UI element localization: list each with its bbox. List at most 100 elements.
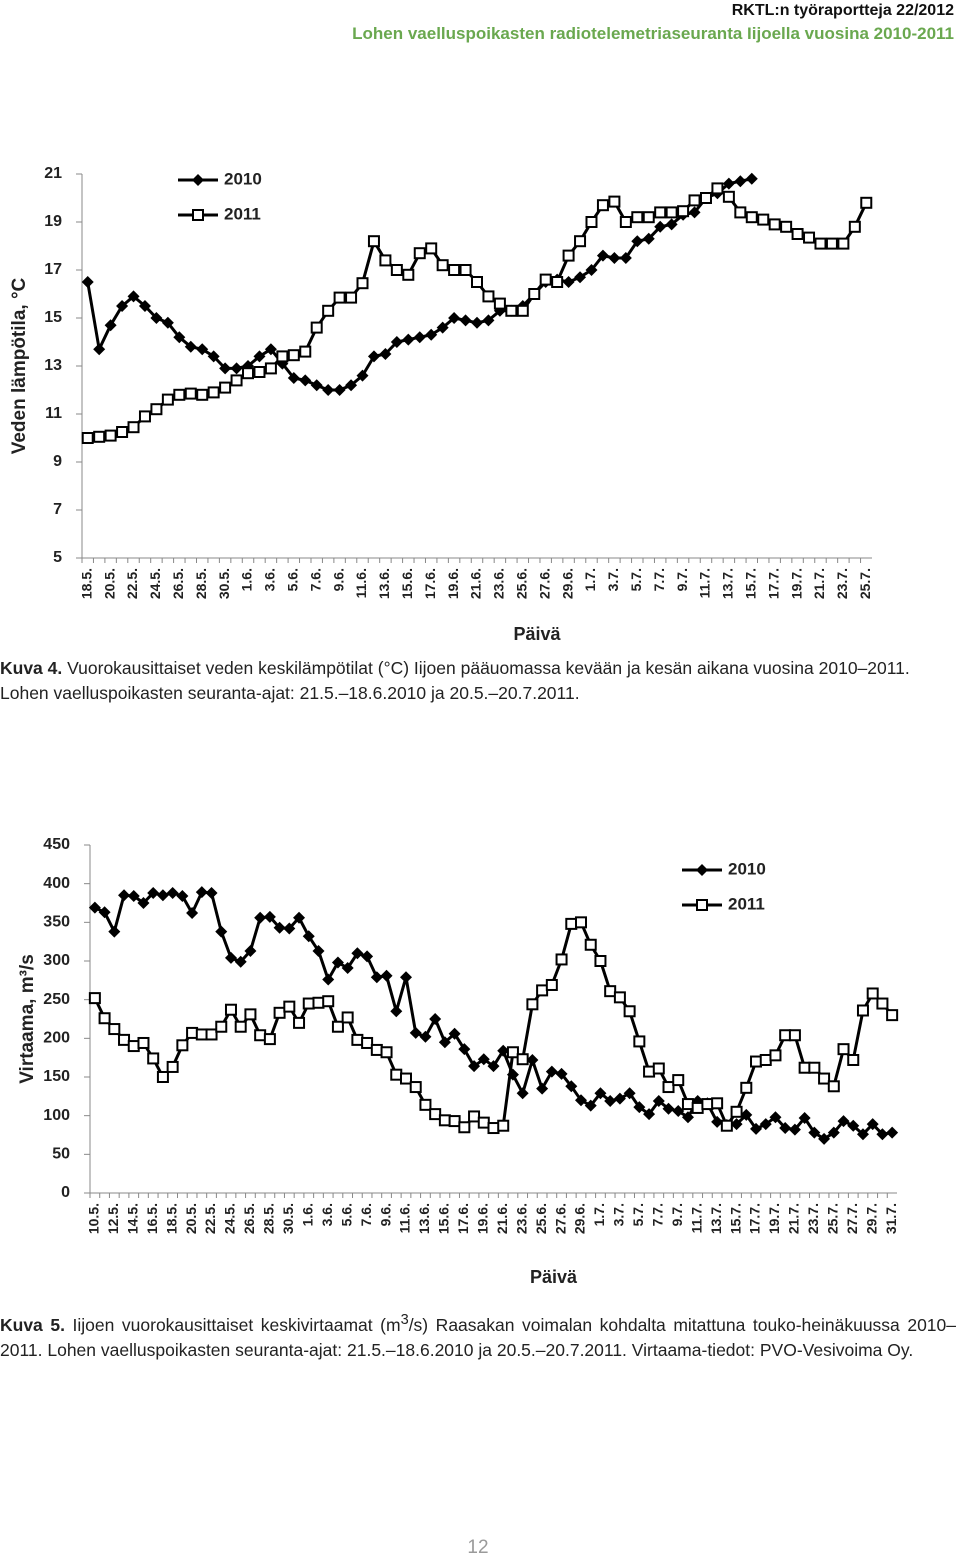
marker <box>585 264 598 276</box>
series-line <box>86 177 753 392</box>
marker <box>108 925 121 938</box>
x-tick-label: 11.6. <box>353 568 369 598</box>
x-tick-label: 30.5. <box>216 568 232 599</box>
marker <box>273 1006 286 1019</box>
marker <box>127 421 140 434</box>
marker <box>413 331 426 344</box>
marker <box>759 1118 772 1131</box>
marker <box>333 384 346 396</box>
y-tick-label: 300 <box>43 952 70 969</box>
marker <box>448 312 461 324</box>
marker <box>380 1046 393 1059</box>
marker <box>331 956 344 969</box>
marker <box>345 379 358 392</box>
page-number: 12 <box>467 1537 489 1558</box>
x-tick-label: 17.6. <box>422 568 438 599</box>
x-tick-label: 12.5. <box>105 1203 121 1234</box>
x-tick-label: 14.5. <box>124 1203 140 1234</box>
marker <box>458 1043 471 1056</box>
x-tick-label: 17.7. <box>747 1203 763 1234</box>
marker <box>526 1053 539 1066</box>
legend-label: 2011 <box>224 204 261 223</box>
marker <box>613 991 626 1004</box>
marker <box>596 199 609 212</box>
marker <box>224 1003 237 1016</box>
x-tick-label: 28.5. <box>193 568 209 599</box>
marker <box>399 1072 412 1085</box>
marker <box>493 297 506 310</box>
marker <box>585 216 598 228</box>
marker <box>477 1116 490 1129</box>
marker <box>333 291 346 304</box>
marker <box>555 1067 568 1080</box>
x-tick-label: 26.5. <box>241 1203 257 1234</box>
marker <box>798 1111 811 1124</box>
marker <box>750 1055 763 1068</box>
marker <box>150 312 163 324</box>
marker <box>734 175 747 188</box>
marker <box>186 1026 199 1039</box>
marker <box>379 348 392 360</box>
marker <box>253 350 266 363</box>
x-tick-label: 27.6. <box>536 568 552 599</box>
superscript: 3 <box>400 1312 409 1328</box>
caption-text: Iijoen vuorokausittaiset keskivirtaamat … <box>72 1314 401 1335</box>
marker <box>356 369 369 382</box>
caption-text: /s) Raasakan voimalan kohdalta mitattuna… <box>0 1314 956 1360</box>
marker <box>299 374 312 387</box>
marker <box>351 1033 364 1046</box>
marker <box>345 291 358 304</box>
x-tick-label: 3.6. <box>319 1203 335 1226</box>
y-tick-label: 21 <box>44 165 62 182</box>
marker <box>370 1043 383 1056</box>
marker <box>230 362 243 375</box>
marker <box>608 252 621 264</box>
marker <box>448 1115 461 1128</box>
marker <box>438 1036 451 1049</box>
marker <box>688 194 701 207</box>
marker <box>701 1098 714 1111</box>
marker <box>528 288 541 300</box>
marker <box>623 1005 636 1018</box>
marker <box>244 944 257 957</box>
marker <box>104 319 117 332</box>
y-tick-label: 9 <box>53 453 62 470</box>
marker <box>419 1098 432 1111</box>
marker <box>652 1094 665 1107</box>
x-tick-label: 19.6. <box>445 568 461 599</box>
marker <box>173 331 186 344</box>
y-tick-label: 13 <box>44 357 62 374</box>
marker <box>493 304 506 317</box>
marker <box>81 432 94 444</box>
marker <box>196 388 209 401</box>
y-tick-label: 11 <box>45 405 62 422</box>
x-tick-label: 7.6. <box>358 1203 374 1226</box>
x-tick-label: 23.6. <box>513 1203 529 1234</box>
marker <box>487 1122 500 1135</box>
x-tick-label: 25.7. <box>825 1203 841 1234</box>
marker <box>127 890 140 903</box>
marker <box>254 1029 267 1042</box>
marker <box>779 1122 792 1135</box>
legend-label: 2010 <box>224 169 262 188</box>
marker <box>565 1080 578 1093</box>
marker <box>551 276 564 288</box>
y-tick-label: 200 <box>43 1030 70 1047</box>
marker <box>665 218 678 231</box>
marker <box>642 232 655 245</box>
marker <box>448 264 461 276</box>
marker <box>803 231 816 244</box>
marker <box>322 384 335 396</box>
marker <box>526 998 539 1011</box>
marker <box>137 1036 150 1049</box>
marker <box>565 917 578 930</box>
marker <box>672 1105 685 1118</box>
marker <box>818 1132 831 1145</box>
marker <box>108 1023 121 1036</box>
x-tick-label: 17.6. <box>455 1203 471 1234</box>
marker <box>147 886 160 899</box>
x-tick-label: 28.5. <box>261 1203 277 1234</box>
marker <box>196 343 209 356</box>
x-tick-label: 24.5. <box>147 568 163 599</box>
